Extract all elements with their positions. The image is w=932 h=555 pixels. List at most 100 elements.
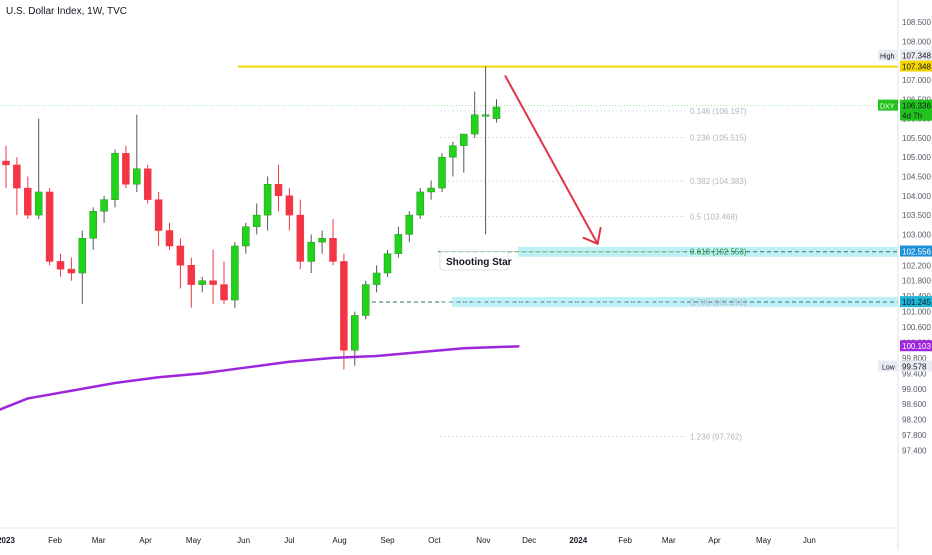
chart-title: U.S. Dollar Index, 1W, TVC (6, 6, 127, 17)
shooting-star-label: Shooting Star (446, 257, 512, 268)
fib-label: 0.786 (101.251) (690, 298, 747, 307)
candle-body (100, 199, 108, 212)
time-tick-label: Apr (708, 536, 721, 545)
price-tick-label: 104.500 (902, 173, 931, 182)
price-tick-label: 98.200 (902, 416, 927, 425)
ma-tag-bg (900, 340, 932, 352)
price-tick-label: 103.000 (902, 230, 931, 239)
high-label-bg (878, 49, 898, 61)
candle-body (56, 261, 65, 270)
candle-body (492, 106, 501, 119)
price-tick-label: 105.500 (902, 134, 931, 143)
current-price-tag: 106.336 (902, 102, 931, 111)
candle-body (133, 168, 141, 185)
candle-body (24, 187, 32, 216)
fib786-tag-bg (900, 296, 932, 308)
price-tick-label: 107.000 (902, 76, 931, 85)
candle-body (351, 315, 359, 351)
fib786-tag: 101.245 (902, 298, 931, 307)
time-tick-label: Feb (48, 536, 62, 545)
candle-body (231, 245, 239, 301)
candle-body (154, 199, 163, 231)
time-axis: 2023 Feb Mar Apr May Jun Jul Aug Sep Oct Nov Dec 202… (0, 527, 898, 545)
candle-body (209, 280, 217, 285)
price-tick-label: 99.800 (902, 354, 927, 363)
candle-body (78, 238, 87, 274)
fib-label: 0.618 (102.553) (690, 248, 747, 257)
candle-body (89, 210, 97, 239)
candle-body (67, 268, 76, 274)
candle-body (13, 164, 21, 189)
candle-body (263, 183, 272, 216)
time-tick-label: Mar (92, 536, 106, 545)
current-price-tag-bg (900, 99, 932, 111)
price-tick-label: 98.600 (902, 400, 927, 409)
candle-body (296, 214, 305, 262)
time-tick-label: Apr (139, 536, 152, 545)
candle-body (45, 191, 54, 262)
price-tick-label: 108.000 (902, 37, 931, 46)
annotations: Shooting Star (439, 251, 512, 271)
price-tick-label: 101.000 (902, 308, 931, 317)
low-value-tag: 99.578 (902, 362, 927, 371)
high-value-tag: 107.348 (902, 52, 931, 61)
price-axis: 108.500108.000107.500107.000106.500106.0… (897, 0, 931, 550)
time-tick-label: Jun (237, 536, 250, 545)
time-tick-label: 2023 (0, 536, 15, 545)
candle-body (34, 191, 43, 216)
low-value-tag-bg (900, 360, 932, 372)
candle-body (2, 160, 10, 166)
fib-target-zones (372, 246, 898, 307)
candle-body (122, 153, 130, 185)
resistance-tag-bg (900, 60, 932, 72)
ma-tag: 100.103 (902, 342, 931, 351)
candle-body (274, 183, 283, 197)
fib-label: 0.146 (106.197) (690, 107, 747, 116)
price-tick-label: 102.200 (902, 261, 931, 270)
candle-body (372, 272, 381, 285)
arrow-head (582, 226, 602, 245)
candles (2, 66, 501, 370)
fib618-tag-bg (900, 245, 932, 257)
candle-body (449, 145, 457, 158)
candle-body (252, 214, 261, 227)
candle-body (176, 245, 185, 266)
candle-body (438, 156, 446, 189)
shooting-star-label-box (439, 251, 509, 271)
high-value-tag-bg (900, 49, 932, 61)
price-tick-label: 104.000 (902, 192, 931, 201)
time-tick-label: Aug (332, 536, 346, 545)
time-tick-label: Jun (803, 536, 816, 545)
moving-average (0, 345, 520, 411)
candle-body (416, 191, 424, 216)
candle-body (383, 253, 392, 274)
arrow-shaft (504, 75, 599, 245)
price-tick-label: 108.500 (902, 18, 931, 27)
candle-body (198, 280, 206, 285)
low-label-bg (878, 360, 898, 372)
current-timer-tag: 4d 7h (902, 112, 922, 121)
time-tick-label: Mar (662, 536, 676, 545)
projection-arrow (504, 75, 602, 245)
candle-body (460, 133, 468, 146)
low-label: Low (882, 364, 896, 371)
candle-body (405, 214, 414, 235)
time-tick-label: Nov (476, 536, 490, 545)
high-label: High (880, 54, 895, 61)
fib-label: 0.5 (103.468) (690, 212, 738, 221)
candle-body (340, 261, 348, 351)
candle-body (481, 114, 490, 117)
current-symbol: DXY (880, 104, 895, 111)
time-tick-label: Oct (428, 536, 441, 545)
fib618-tag: 102.556 (902, 248, 931, 257)
resistance-tag: 107.348 (902, 63, 931, 72)
candle-body (329, 238, 337, 262)
price-tick-label: 101.800 (902, 277, 931, 286)
fib-label: 1.236 (97.762) (690, 433, 742, 442)
fib-label: 0.236 (105.515) (690, 133, 747, 142)
candle-body (318, 238, 326, 243)
candle-body (307, 241, 315, 262)
candle-body (285, 195, 294, 216)
